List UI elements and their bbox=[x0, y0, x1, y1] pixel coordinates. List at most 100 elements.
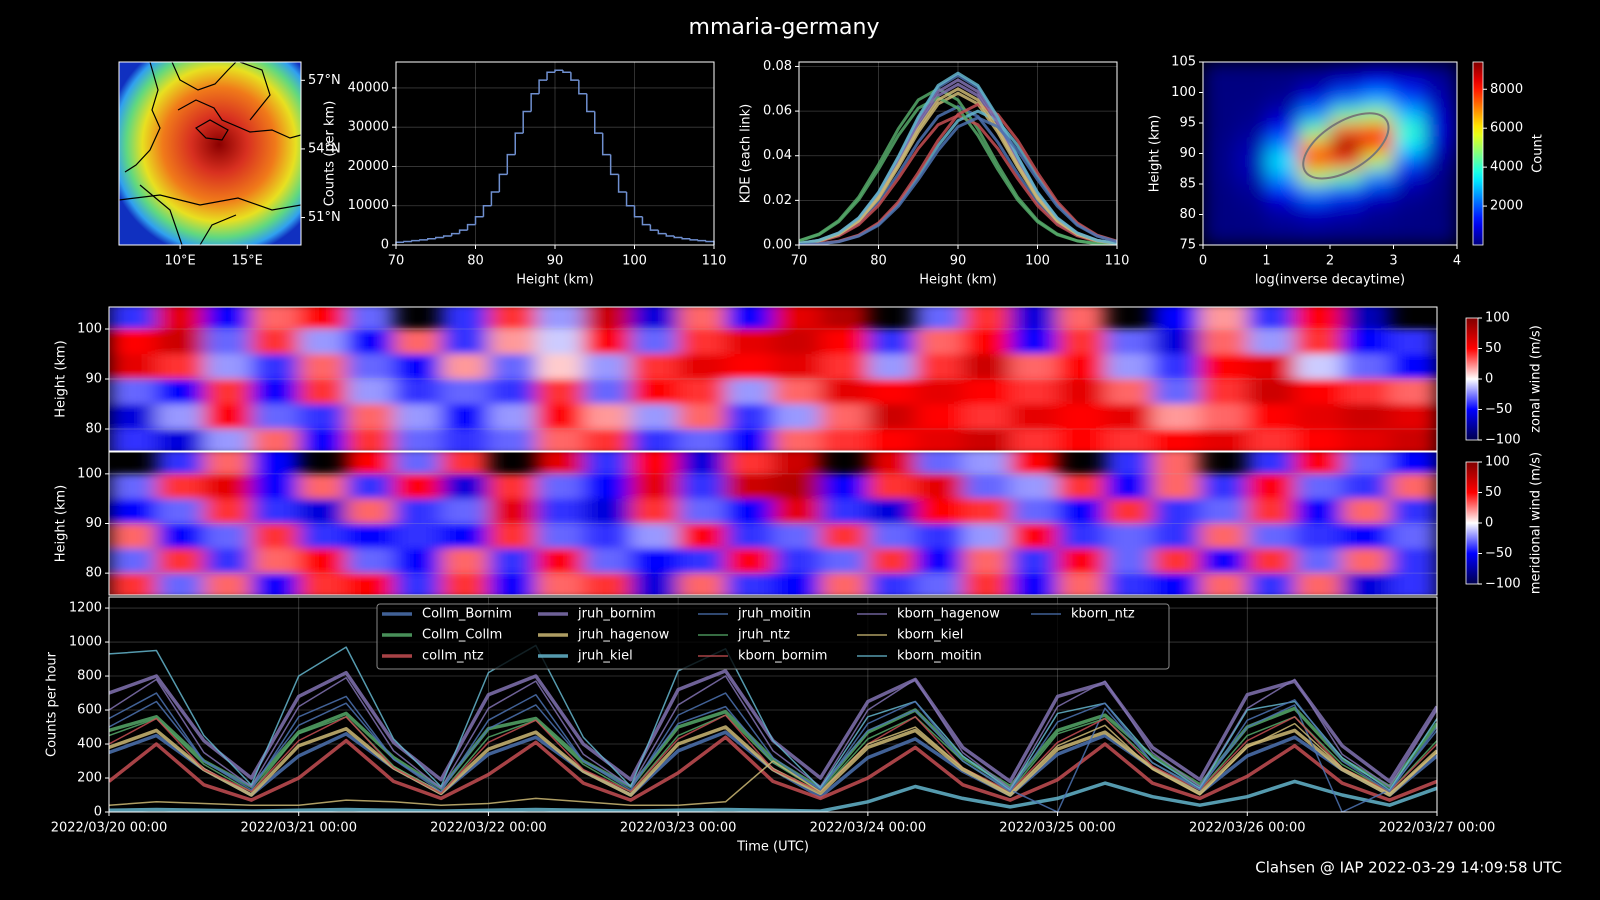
heatmap-cell bbox=[1057, 523, 1106, 549]
heatmap-cell bbox=[441, 498, 489, 524]
heatmap-cell bbox=[203, 429, 252, 451]
heatmap-cell bbox=[630, 404, 679, 430]
series-line bbox=[109, 779, 1437, 812]
axes-frame bbox=[108, 451, 1438, 596]
heatmap-cell bbox=[488, 329, 537, 355]
heatmap-cell bbox=[1057, 379, 1106, 405]
heatmap-cell bbox=[1294, 523, 1343, 549]
heatmap-cell bbox=[1393, 214, 1426, 231]
heatmap-cell bbox=[109, 498, 157, 524]
x-tick-label: 2022/03/22 00:00 bbox=[430, 821, 547, 836]
heatmap-cell bbox=[1425, 123, 1457, 139]
heatmap-cell bbox=[678, 354, 727, 380]
heatmap-cell bbox=[1298, 214, 1331, 231]
heatmap-cell bbox=[1361, 123, 1394, 139]
histogram-step bbox=[427, 237, 436, 240]
heatmap-cell bbox=[441, 404, 489, 430]
x-tick-label: 2022/03/23 00:00 bbox=[620, 821, 737, 836]
heatmap-cell bbox=[1105, 379, 1153, 405]
heatmap-cell bbox=[1266, 214, 1299, 231]
y-tick-label: 90 bbox=[85, 516, 102, 531]
x-tick-label: 3 bbox=[1389, 254, 1397, 269]
plot-area bbox=[396, 62, 714, 245]
heatmap-cell bbox=[1330, 123, 1363, 139]
heatmap-cell bbox=[1330, 153, 1363, 170]
heatmap-cell bbox=[820, 429, 869, 451]
heatmap-cell bbox=[1393, 123, 1426, 139]
heatmap-cell bbox=[1105, 573, 1153, 595]
heatmap-cell bbox=[1294, 379, 1343, 405]
histogram-step bbox=[442, 235, 452, 238]
heatmap-cell bbox=[867, 354, 916, 380]
heatmap-cell bbox=[156, 573, 205, 595]
colorbar bbox=[1472, 61, 1484, 246]
heatmap-cell bbox=[393, 548, 442, 574]
heatmap-cell bbox=[156, 523, 205, 549]
heatmap-cell bbox=[725, 473, 774, 500]
series-line bbox=[109, 714, 1437, 795]
heatmap-cell bbox=[1342, 452, 1391, 475]
y-tick-label: 105 bbox=[1171, 55, 1196, 70]
heatmap-cell bbox=[441, 573, 489, 595]
heatmap-cell bbox=[1234, 199, 1267, 215]
y-tick-label: 100 bbox=[77, 466, 102, 481]
heatmap-cell bbox=[630, 548, 679, 574]
heatmap-cell bbox=[1152, 354, 1201, 380]
heatmap-cell bbox=[1057, 429, 1106, 451]
heatmap-cell bbox=[298, 307, 347, 330]
heatmap-cell bbox=[1294, 548, 1343, 574]
histogram-step bbox=[530, 93, 540, 112]
heatmap-cell bbox=[1152, 429, 1201, 451]
histogram-step bbox=[665, 233, 675, 237]
y-tick-label: 90 bbox=[1179, 146, 1196, 161]
heatmap-cell bbox=[820, 498, 869, 524]
heatmap-cell bbox=[1203, 184, 1236, 200]
heatmap-cell bbox=[773, 473, 821, 500]
heatmap-cell bbox=[867, 329, 916, 355]
heatmap-cell bbox=[1105, 404, 1153, 430]
heatmap-cell bbox=[109, 379, 157, 405]
heatmap-cell bbox=[678, 429, 727, 451]
colorbar-tick-label: 100 bbox=[1485, 455, 1510, 470]
heatmap-cell bbox=[251, 307, 300, 330]
heatmap-cell bbox=[1389, 404, 1437, 430]
heatmap-cell bbox=[1298, 123, 1331, 139]
series-line bbox=[109, 692, 1437, 793]
heatmap-cell bbox=[1010, 548, 1059, 574]
heatmap-cell bbox=[109, 307, 157, 330]
heatmap-cell bbox=[962, 473, 1011, 500]
heatmap-cell bbox=[1010, 404, 1059, 430]
heatmap-cell bbox=[156, 452, 205, 475]
heatmap-cell bbox=[251, 404, 300, 430]
heatmap-cell bbox=[1389, 573, 1437, 595]
heatmap-cell bbox=[1298, 138, 1331, 154]
heatmap-cell bbox=[1342, 523, 1391, 549]
heatmap-cell bbox=[203, 498, 252, 524]
heatmap-cell bbox=[1152, 404, 1201, 430]
histogram-step bbox=[458, 229, 468, 234]
heatmap-cell bbox=[1247, 329, 1296, 355]
heatmap-cell bbox=[1342, 573, 1391, 595]
heatmap-cell bbox=[1342, 429, 1391, 451]
heatmap-cell bbox=[156, 307, 205, 330]
heatmap-cell bbox=[725, 523, 774, 549]
heatmap-cell bbox=[1203, 153, 1236, 170]
heatmap-cell bbox=[109, 473, 157, 500]
x-axis-label: Time (UTC) bbox=[736, 840, 809, 855]
colorbar-tick-label: 0 bbox=[1485, 516, 1493, 531]
heatmap-cell bbox=[1234, 123, 1267, 139]
x-tick-label: 2 bbox=[1326, 254, 1334, 269]
heatmap-cell bbox=[1247, 404, 1296, 430]
heatmap-cell bbox=[1389, 498, 1437, 524]
heatmap-cell bbox=[1203, 168, 1236, 185]
colorbar-tick-label: 4000 bbox=[1490, 160, 1523, 175]
heatmap-cell bbox=[962, 523, 1011, 549]
heatmap-cell bbox=[1266, 153, 1299, 170]
heatmap-cell bbox=[678, 498, 727, 524]
axes-frame bbox=[108, 306, 1438, 452]
y-tick-label: 100 bbox=[77, 322, 102, 337]
heatmap-cell bbox=[1057, 548, 1106, 574]
legend-label: kborn_hagenow bbox=[897, 607, 1000, 622]
heatmap-cell bbox=[488, 429, 537, 451]
heatmap-cell bbox=[583, 329, 632, 355]
